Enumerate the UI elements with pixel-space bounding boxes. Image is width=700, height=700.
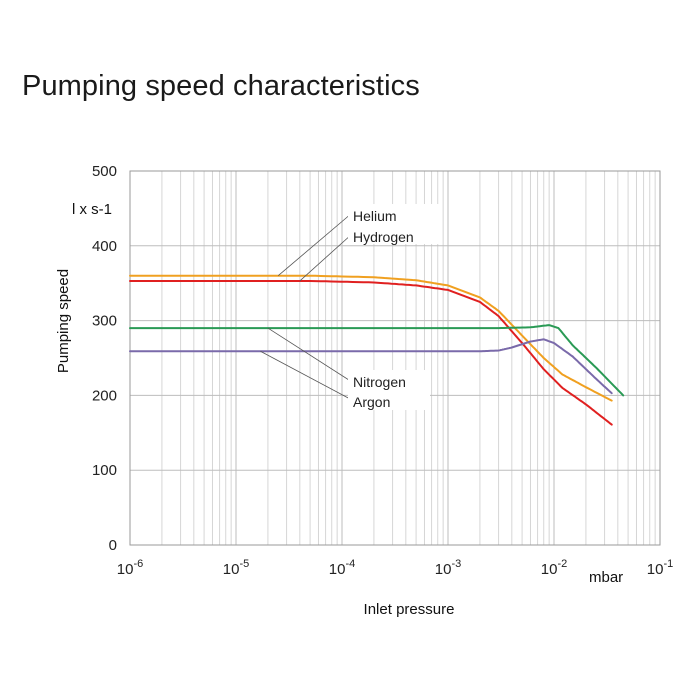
series-line-helium xyxy=(129,274,613,402)
series-annotations: Helium Hydrogen Nitrogen Argon xyxy=(348,204,440,410)
x-tick-label: 10-3 xyxy=(435,558,461,578)
y-tick-label: 200 xyxy=(92,387,117,404)
series-layer xyxy=(129,274,625,426)
x-tick-label: 10-1 xyxy=(647,558,673,578)
y-tick-label: 100 xyxy=(92,462,117,479)
leader-line-hydrogen xyxy=(299,233,353,282)
tick-labels: 0 100 200 300 400 500 10-6 10-5 10-4 10-3 10-2 10-1 xyxy=(92,163,673,578)
y-tick-label: 500 xyxy=(92,163,117,180)
annotation-label-helium: Helium xyxy=(353,208,397,224)
y-tick-label: 0 xyxy=(109,537,117,554)
y-tick-label: 300 xyxy=(92,313,117,330)
x-axis-label: Inlet pressure xyxy=(364,601,455,618)
label-backdrop xyxy=(348,204,440,244)
label-backdrop xyxy=(348,370,430,410)
x-tick-label: 10-5 xyxy=(223,558,249,578)
x-tick-label: 10-2 xyxy=(541,558,567,578)
x-tick-label: 10-6 xyxy=(117,558,143,578)
y-axis-label: Pumping speed xyxy=(55,269,72,373)
annotation-label-hydrogen: Hydrogen xyxy=(353,229,414,245)
leader-line-nitrogen xyxy=(267,327,353,383)
series-line-hydrogen xyxy=(129,280,613,426)
y-tick-label: 400 xyxy=(92,238,117,255)
annotation-label-argon: Argon xyxy=(353,394,390,410)
plot-frame xyxy=(129,170,661,546)
plot-border xyxy=(129,170,661,546)
series-line-nitrogen xyxy=(129,324,625,397)
x-tick-label: 10-4 xyxy=(329,558,355,578)
chart-title: Pumping speed characteristics xyxy=(22,70,420,102)
leader-line-helium xyxy=(277,212,353,277)
leader-line-argon xyxy=(260,350,353,401)
series-line-argon xyxy=(129,338,613,395)
y-axis-unit: l x s-1 xyxy=(72,201,112,218)
annotation-label-nitrogen: Nitrogen xyxy=(353,374,406,390)
x-axis-unit: mbar xyxy=(589,569,623,586)
leader-lines xyxy=(260,212,353,401)
